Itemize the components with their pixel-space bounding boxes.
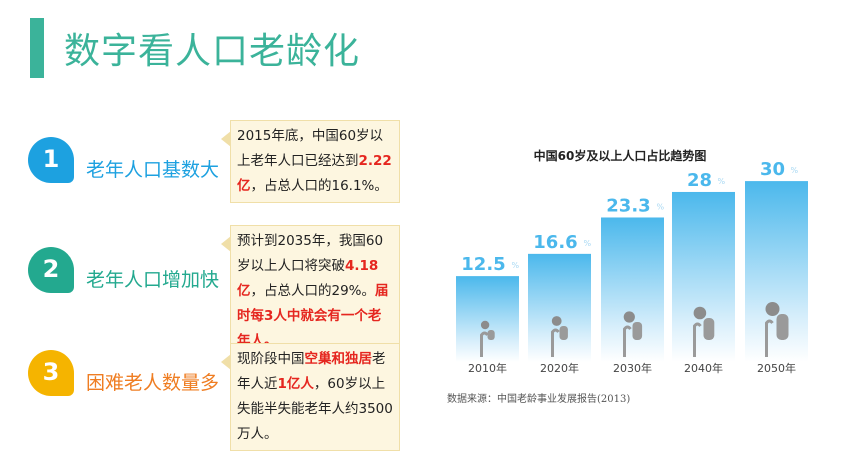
cane-icon	[623, 325, 632, 357]
number-bubble: 3	[28, 350, 74, 396]
elderly-person-icon	[487, 330, 495, 340]
data-label: 23.3	[606, 195, 650, 216]
bar-2020年	[528, 253, 591, 362]
unit-label: %	[718, 177, 726, 186]
elderly-person-icon	[551, 316, 562, 326]
highlight-text: 1亿人	[277, 376, 314, 392]
cane-icon	[765, 319, 774, 357]
x-tick-label: 2020年	[540, 361, 579, 375]
elderly-person-icon	[776, 314, 789, 340]
callout-box: 预计到2035年，我国60岁以上人口将突破4.18亿，占总人口的29%。届时每3…	[221, 225, 400, 358]
callout-text: 2015年底，中国60岁以上老年人口已经达到	[237, 128, 384, 169]
data-label: 12.5	[461, 254, 505, 275]
bar-chart: 中国60岁及以上人口占比趋势图 12.5 % 2010年 16.6 % 2020年 23.3%…	[447, 148, 808, 405]
data-label: 16.6	[533, 232, 577, 253]
chart-title: 中国60岁及以上人口占比趋势图	[534, 148, 707, 163]
callout-text: 现阶段中国	[237, 351, 305, 367]
elderly-person-icon	[703, 318, 715, 340]
item-1: 1 老年人口基数大	[28, 137, 228, 187]
item-label: 老年人口基数大	[86, 159, 220, 181]
highlight-text: 空巢和独居	[304, 351, 373, 367]
number-bubble: 2	[28, 247, 74, 293]
page-title: 数字看人口老龄化	[64, 31, 361, 72]
cane-icon	[551, 328, 560, 357]
elderly-person-icon	[693, 306, 707, 320]
x-tick-label: 2030年	[613, 361, 652, 375]
callout-text: 老年人近	[237, 351, 386, 392]
source-note: 数据来源：中国老龄事业发展报告(2013)	[447, 392, 630, 405]
bar-2040年	[672, 191, 735, 362]
data-label: 28	[687, 170, 712, 191]
elderly-person-icon	[765, 302, 780, 316]
item-label: 困难老人数量多	[86, 372, 220, 394]
unit-label: %	[512, 261, 520, 270]
cane-icon	[480, 331, 489, 357]
x-tick-label: 2040年	[684, 361, 723, 375]
callout-text: ，占总人口的29%。	[250, 283, 376, 299]
callout-box: 2015年底，中国60岁以上老年人口已经达到2.22亿，占总人口的16.1%。	[221, 120, 400, 203]
unit-label: %	[791, 166, 799, 175]
unit-label: %	[584, 239, 592, 248]
bar-2010年	[456, 276, 519, 362]
elderly-person-icon	[559, 326, 568, 340]
callout-text: 预计到2035年，我国60岁以上人口将突破	[237, 233, 384, 274]
elderly-person-icon	[623, 311, 635, 323]
title-accent-bar	[30, 18, 44, 78]
x-tick-label: 2050年	[757, 361, 796, 375]
callout-text: ，占总人口的16.1%。	[250, 178, 388, 194]
elderly-person-icon	[480, 320, 490, 330]
bar-2030年	[601, 217, 664, 362]
number-bubble: 1	[28, 137, 74, 183]
item-label: 老年人口增加快	[86, 269, 220, 291]
x-tick-label: 2010年	[468, 361, 507, 375]
item-3: 3 困难老人数量多	[28, 350, 228, 400]
unit-label: %	[657, 202, 665, 211]
item-2: 2 老年人口增加快	[28, 247, 228, 297]
highlight-text: 4.18亿	[237, 258, 379, 299]
elderly-person-icon	[632, 322, 643, 340]
data-label: 30	[760, 159, 785, 180]
cane-icon	[693, 322, 702, 357]
highlight-text: 2.22亿	[237, 153, 392, 194]
